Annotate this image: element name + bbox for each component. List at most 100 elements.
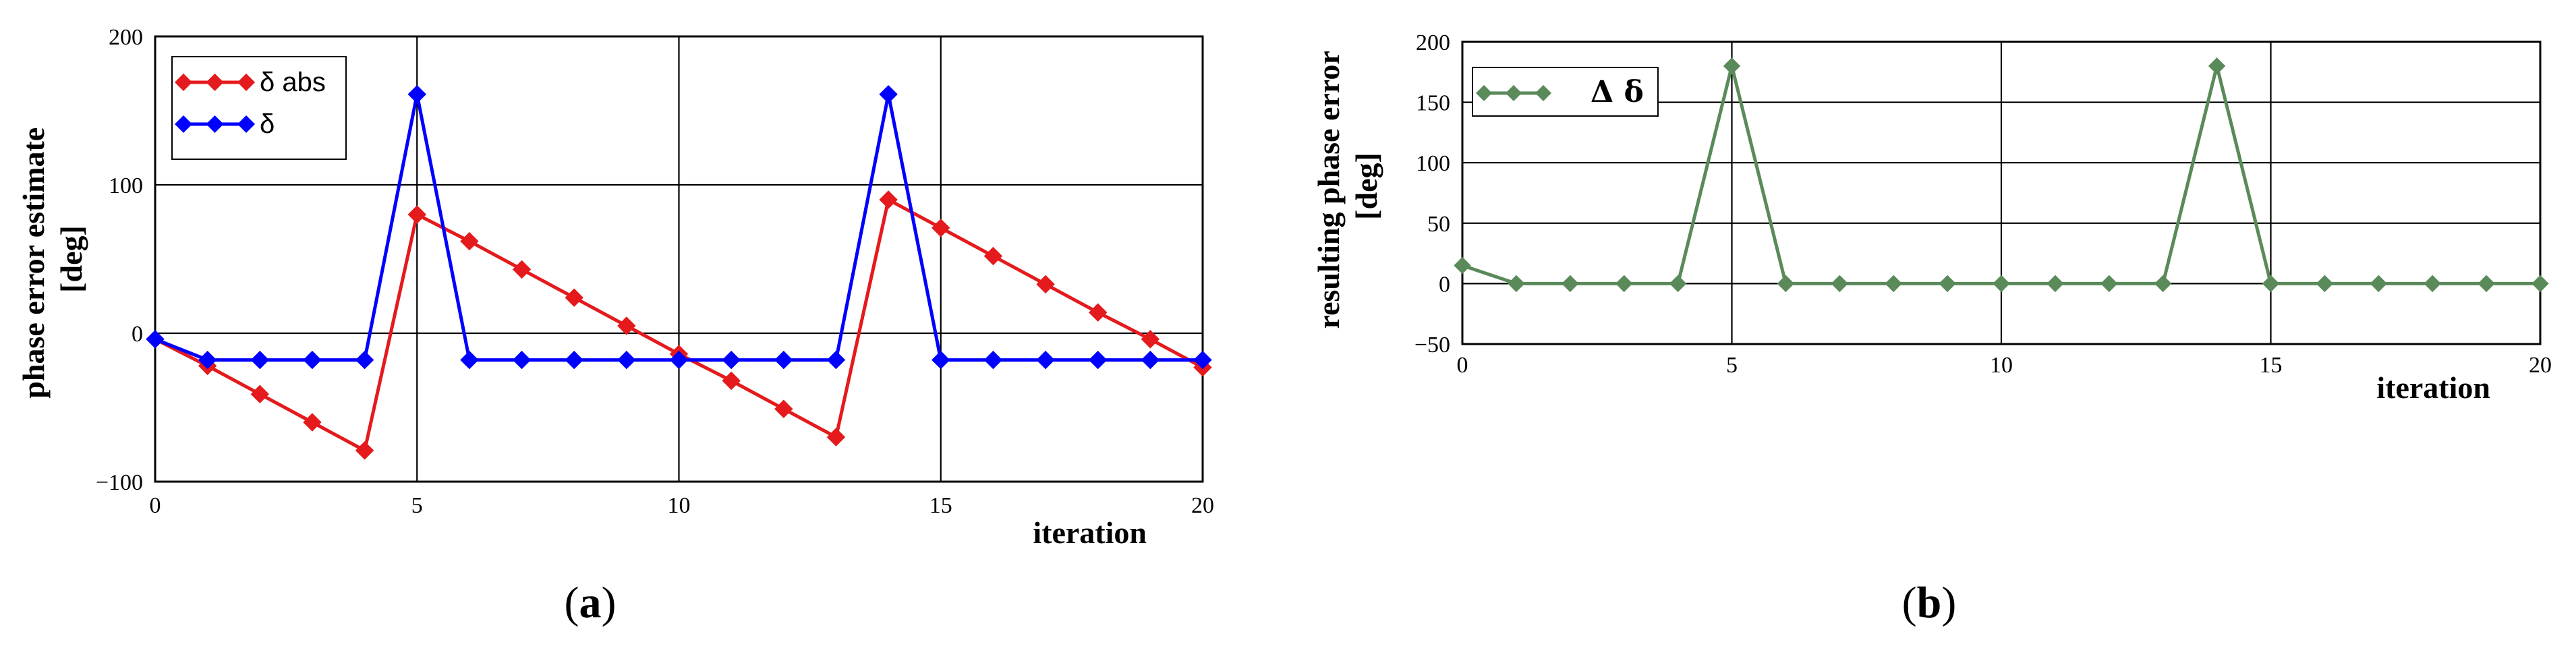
data-point (983, 350, 1003, 370)
data-point (146, 330, 165, 349)
x-axis-label-a: iteration (1033, 515, 1147, 550)
data-point (1088, 303, 1108, 322)
y-tick-label: −100 (96, 470, 143, 495)
legend-a: δ abs δ (171, 56, 347, 160)
data-point (879, 85, 898, 104)
data-point (1036, 350, 1055, 370)
legend-swatch-marker (1535, 85, 1551, 101)
data-point (407, 205, 426, 224)
x-tick-label: 5 (1726, 353, 1738, 378)
data-point (826, 428, 846, 447)
data-point (774, 350, 793, 370)
data-point (932, 350, 950, 370)
x-axis-label-b: iteration (2376, 370, 2490, 405)
data-point (1885, 275, 1902, 293)
data-point (1193, 350, 1212, 370)
data-point (565, 288, 583, 307)
y-tick-label: 100 (1416, 151, 1450, 176)
data-point (1454, 256, 1471, 275)
x-tick-label: 10 (668, 493, 691, 518)
data-point (2208, 57, 2226, 75)
data-point (1036, 275, 1055, 294)
data-point (1993, 275, 2010, 293)
x-tick-label: 15 (929, 493, 952, 518)
data-point (983, 246, 1003, 266)
x-tick-label: 10 (1990, 353, 2013, 378)
data-point (250, 385, 270, 403)
y-tick-label: 50 (1427, 212, 1450, 237)
legend-swatch-marker (206, 115, 224, 133)
data-point (826, 350, 846, 370)
data-point (617, 350, 636, 370)
legend-swatch-marker (237, 115, 255, 133)
data-point (250, 350, 270, 370)
data-point (2047, 275, 2064, 293)
y-axis-label-a-line2: [deg] (54, 225, 88, 293)
x-tick-label: 20 (2529, 353, 2552, 378)
data-point (669, 350, 689, 370)
data-point (1088, 350, 1108, 370)
y-tick-label: 200 (1416, 30, 1450, 55)
data-point (1562, 275, 1579, 293)
ticks-a: 0 5 10 15 20 −100 0 100 200 (96, 25, 1214, 518)
data-point (879, 190, 898, 209)
panel-caption-a-letter: a (579, 578, 602, 627)
x-tick-label: 20 (1191, 493, 1214, 518)
panel-caption-b: (b) (1902, 578, 1957, 627)
ticks-b: 0 5 10 15 20 −50 0 50 100 150 200 (1414, 30, 2552, 378)
data-point (1669, 275, 1687, 293)
grid-a (155, 36, 1203, 482)
legend-items-a: δ abs δ (175, 67, 326, 139)
data-point (198, 350, 217, 370)
series-a (146, 85, 1212, 460)
data-point (722, 350, 741, 370)
legend-swatch-marker (237, 74, 255, 91)
panel-caption-a: (a) (565, 578, 617, 627)
panel-caption-b-letter: b (1917, 578, 1942, 627)
y-tick-label: 0 (132, 322, 143, 347)
y-tick-label: 200 (109, 25, 143, 50)
legend-label: δ abs (260, 67, 326, 97)
data-point (2262, 275, 2280, 293)
data-point (512, 350, 532, 370)
data-point (1141, 350, 1160, 370)
legend-label: Δ δ (1591, 75, 1644, 109)
x-tick-label: 0 (1457, 353, 1468, 378)
legend-swatch-marker (175, 74, 192, 91)
data-point (1615, 275, 1633, 293)
panel-b: 0 5 10 15 20 −50 0 50 100 150 200 iteration result… (1311, 30, 2552, 627)
data-point (774, 399, 793, 418)
y-tick-label: 0 (1439, 272, 1450, 297)
data-point (2478, 275, 2495, 293)
data-point (565, 350, 583, 370)
legend-label: δ (260, 109, 275, 139)
y-axis-label-b: resulting phase error [deg] (1311, 44, 1383, 329)
data-point (2100, 275, 2118, 293)
legend-items-b: Δ δ (1476, 75, 1644, 109)
data-point (303, 350, 322, 370)
data-point (2531, 275, 2549, 293)
y-tick-label: 100 (109, 173, 143, 198)
data-point (722, 371, 741, 391)
y-tick-label: 150 (1416, 91, 1450, 116)
data-point (1939, 275, 1956, 293)
panel-a: 0 5 10 15 20 −100 0 100 200 iteration phase erro… (16, 25, 1214, 627)
legend-swatch-marker (206, 74, 224, 91)
legend-box-a (171, 56, 347, 160)
data-point (460, 231, 479, 251)
data-point (407, 85, 426, 104)
x-tick-label: 0 (150, 493, 161, 518)
data-point (303, 413, 322, 432)
legend-swatch-marker (1476, 85, 1492, 101)
data-point (617, 316, 636, 335)
data-point (2316, 275, 2334, 293)
data-point (932, 219, 950, 237)
legend-swatch-marker (1506, 85, 1522, 101)
data-point (2370, 275, 2388, 293)
legend-swatch-marker (175, 115, 192, 133)
data-point (1141, 330, 1160, 349)
y-axis-label-a: phase error estimate [deg] (16, 119, 88, 398)
y-axis-label-b-line1: resulting phase error (1311, 51, 1346, 329)
data-point (2424, 275, 2441, 293)
